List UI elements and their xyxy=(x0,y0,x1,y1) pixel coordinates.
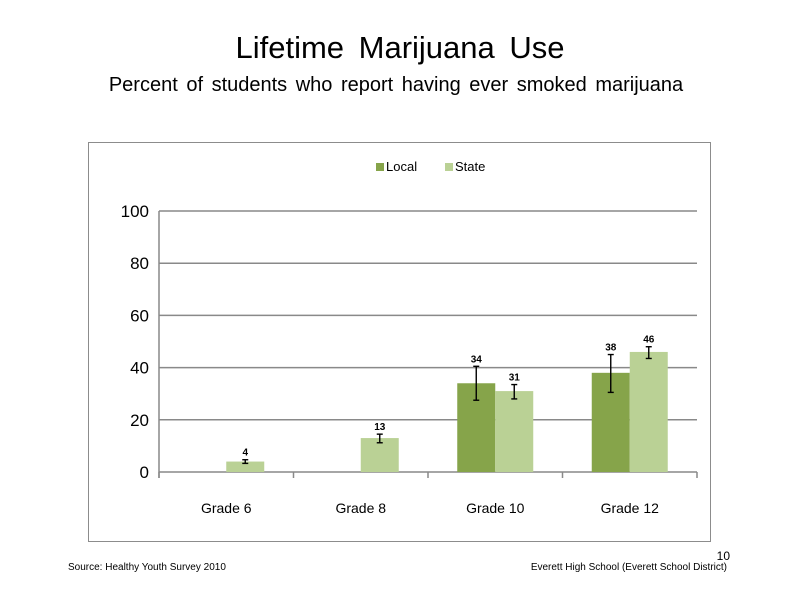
bar-state xyxy=(226,461,265,472)
x-tick-label: Grade 8 xyxy=(335,500,386,516)
legend-label-state: State xyxy=(455,159,485,174)
y-tick-label: 40 xyxy=(130,359,149,378)
x-tick-label: Grade 12 xyxy=(601,500,660,516)
data-label: 4 xyxy=(242,448,248,459)
bar-state xyxy=(495,391,534,472)
y-tick-label: 0 xyxy=(140,463,149,482)
data-label: 46 xyxy=(643,335,655,346)
chart-area: 0 20 40 60 80 100 Grade 6 Grade 8 Grade 10 Grade … xyxy=(88,142,711,542)
legend-swatch-local xyxy=(376,163,384,171)
data-label: 38 xyxy=(605,343,617,354)
x-tick-label: Grade 10 xyxy=(466,500,525,516)
bar-state xyxy=(629,351,668,472)
source-note: Source: Healthy Youth Survey 2010 xyxy=(68,562,226,573)
data-label: 34 xyxy=(471,354,483,365)
legend-swatch-state xyxy=(445,163,453,171)
y-tick-label: 100 xyxy=(121,202,149,221)
y-tick-label: 60 xyxy=(130,306,149,325)
x-tick-label: Grade 6 xyxy=(201,500,252,516)
data-label: 31 xyxy=(509,373,521,384)
school-name: Everett High School (Everett School Dist… xyxy=(530,562,727,573)
chart-title: Lifetime Marijuana Use xyxy=(235,30,565,65)
y-tick-label: 80 xyxy=(130,254,149,273)
page-number: 10 xyxy=(716,549,730,563)
bar-state xyxy=(360,438,399,472)
legend-label-local: Local xyxy=(386,159,417,174)
bar-chart: 0 20 40 60 80 100 Grade 6 Grade 8 Grade 10 Grade … xyxy=(121,159,698,516)
y-tick-label: 20 xyxy=(130,411,149,430)
data-label: 13 xyxy=(374,422,386,433)
chart-subtitle: Percent of students who report having ev… xyxy=(108,74,684,96)
